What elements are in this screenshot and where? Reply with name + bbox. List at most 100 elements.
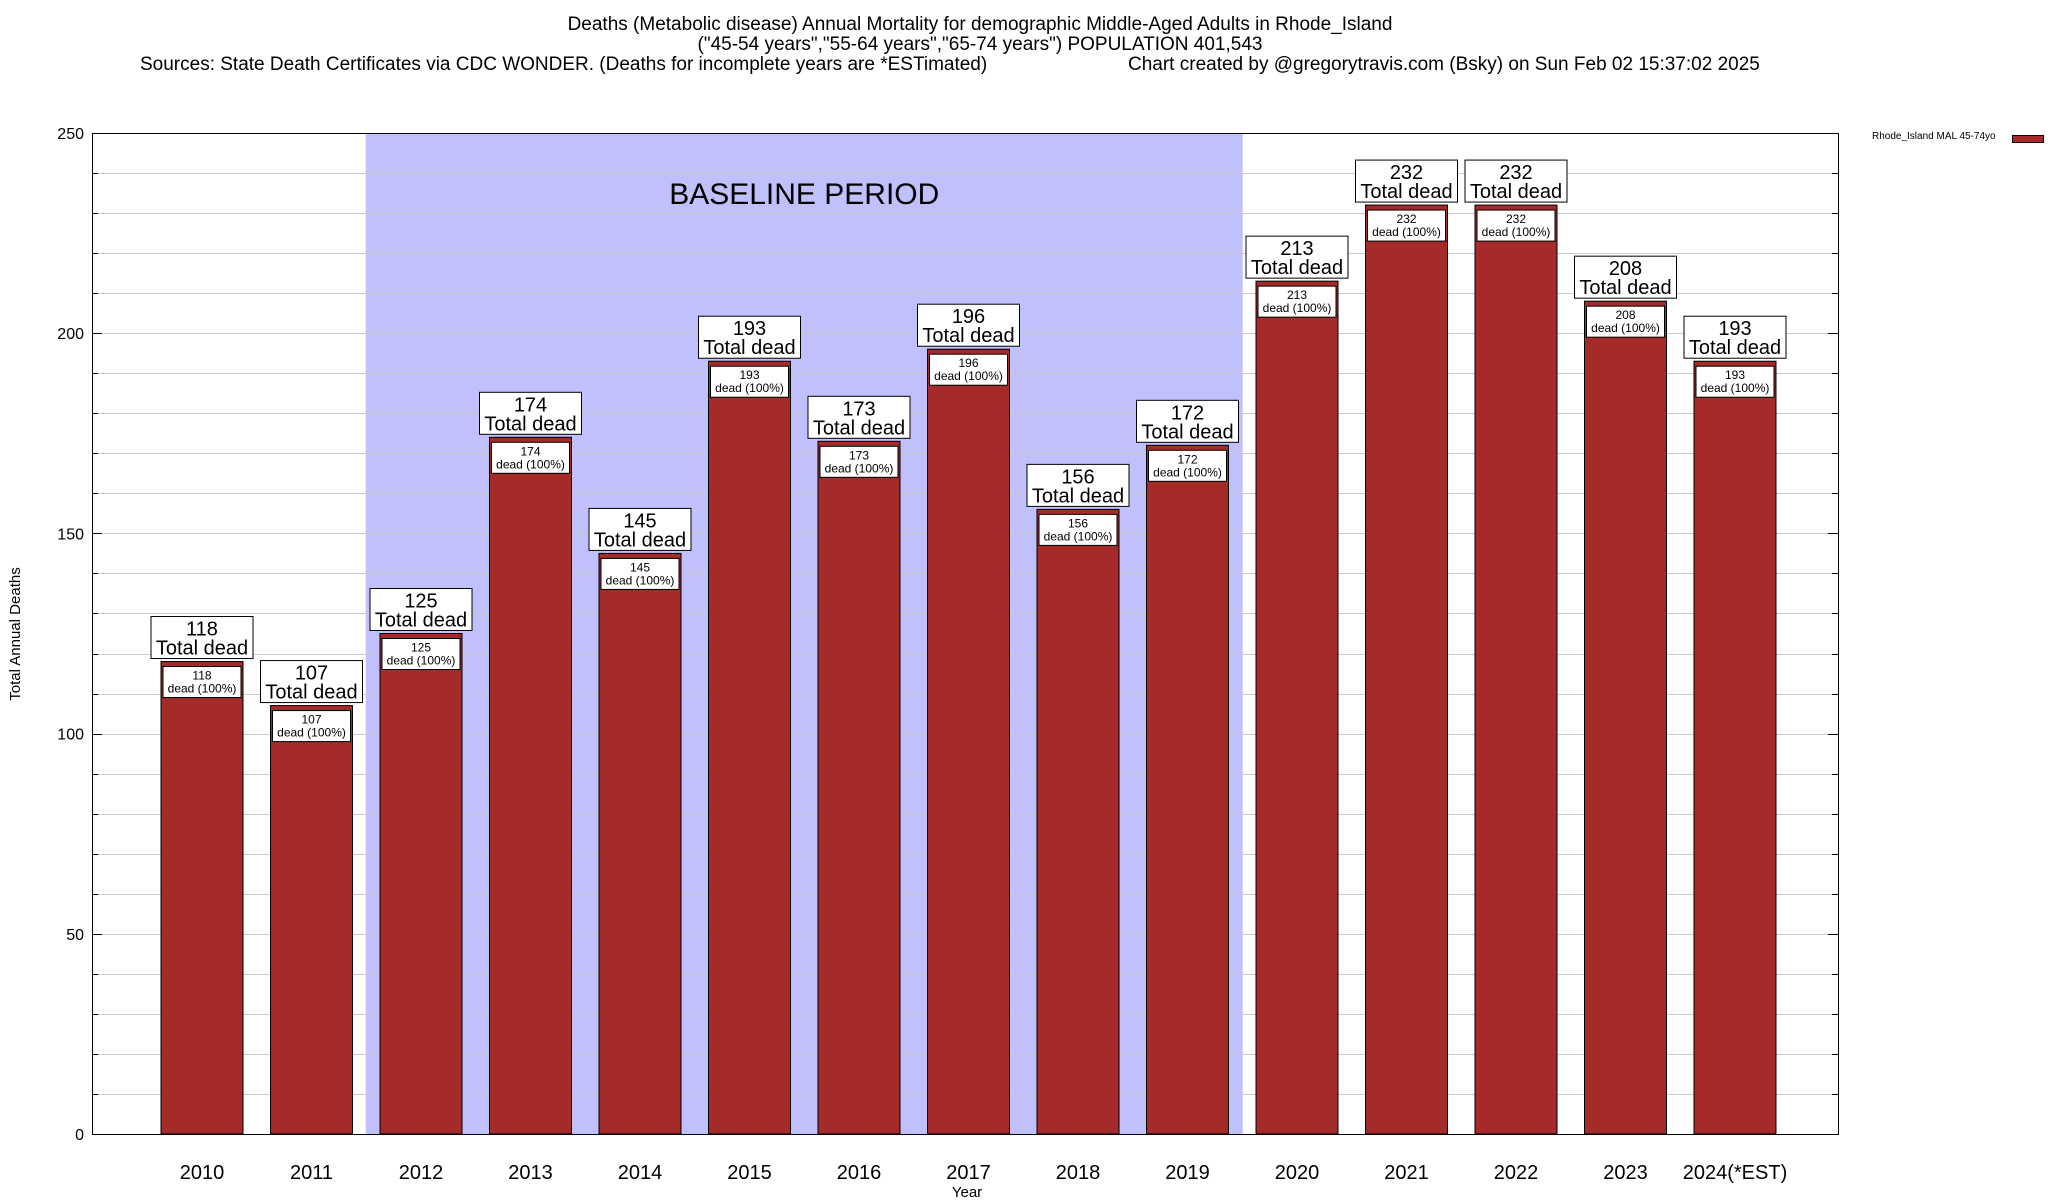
bar	[1474, 204, 1558, 1135]
x-tick-label: 2013	[508, 1162, 553, 1184]
bar-inner-suffix: dead (100%)	[1591, 321, 1660, 335]
bar-inner-value: 208	[1615, 308, 1635, 322]
legend-swatch	[2012, 135, 2044, 143]
bar-inner-value: 193	[1725, 368, 1745, 382]
bar-top-suffix: Total dead	[1470, 181, 1562, 203]
bar-top-label-box	[369, 588, 473, 631]
y-tick-label: 250	[57, 126, 84, 143]
bar-top-label-box	[150, 616, 254, 660]
bar-top-label-box	[1136, 399, 1239, 443]
x-axis-title: Year	[952, 1184, 982, 1200]
x-tick-label: 2020	[1275, 1162, 1320, 1184]
bar-inner-label-box	[1148, 449, 1227, 482]
bar-top-suffix: Total dead	[375, 610, 467, 632]
bar-top-suffix: Total dead	[265, 682, 357, 704]
bar-top-value: 193	[733, 318, 766, 340]
bar	[270, 705, 353, 1135]
bar-inner-value: 232	[1506, 212, 1526, 226]
bar-top-suffix: Total dead	[1141, 421, 1233, 443]
bar-inner-label-box	[162, 666, 242, 699]
chart-title-line1: Deaths (Metabolic disease) Annual Mortal…	[567, 14, 1393, 35]
bar-inner-suffix: dead (100%)	[387, 654, 456, 668]
bar	[927, 348, 1010, 1135]
x-tick-label: 2011	[290, 1162, 333, 1184]
bar-top-value: 173	[842, 398, 875, 420]
x-tick-label: 2010	[180, 1162, 225, 1184]
chart-title-line2: ("45-54 years","55-64 years","65-74 year…	[697, 34, 1263, 55]
bar-inner-value: 173	[849, 448, 869, 462]
bar-inner-label-box	[1038, 513, 1118, 546]
x-tick-label: 2015	[727, 1162, 772, 1184]
y-tick-label: 150	[57, 526, 84, 543]
bar-top-suffix: Total dead	[1579, 277, 1671, 299]
bar	[708, 360, 791, 1135]
bar-inner-value: 145	[630, 560, 650, 574]
bar-top-suffix: Total dead	[1251, 257, 1343, 279]
bar-top-value: 174	[514, 394, 547, 416]
bar-inner-label-box	[710, 365, 789, 398]
y-tick-label: 0	[75, 1127, 84, 1144]
x-tick-label: 2012	[399, 1162, 444, 1184]
bar-inner-suffix: dead (100%)	[168, 682, 237, 696]
bar	[817, 440, 901, 1135]
bar	[1146, 444, 1229, 1135]
bar-top-suffix: Total dead	[156, 638, 248, 660]
bar-inner-value: 213	[1287, 288, 1307, 302]
bar-top-value: 156	[1061, 466, 1094, 488]
bar-inner-suffix: dead (100%)	[934, 369, 1003, 383]
bar-top-value: 118	[186, 619, 218, 641]
bar	[1036, 508, 1120, 1135]
bar-inner-value: 172	[1177, 452, 1197, 466]
bar-inner-label-box	[1367, 209, 1446, 242]
baseline-period-label: BASELINE PERIOD	[669, 178, 939, 211]
bar-top-label-box	[588, 507, 692, 551]
bar-inner-value: 118	[192, 669, 211, 683]
bar	[1365, 204, 1448, 1135]
plot-frame	[92, 133, 1839, 1135]
bar-inner-label-box	[491, 441, 570, 474]
bar-top-suffix: Total dead	[1360, 181, 1452, 203]
bar-inner-suffix: dead (100%)	[496, 457, 565, 471]
bar	[1584, 300, 1667, 1135]
bar-top-value: 213	[1280, 238, 1313, 260]
bar-inner-suffix: dead (100%)	[1482, 225, 1551, 239]
bar-inner-label-box	[819, 445, 899, 478]
y-tick-label: 50	[66, 927, 84, 944]
bar-top-suffix: Total dead	[813, 417, 905, 439]
y-tick-label: 200	[57, 326, 84, 343]
bar-inner-suffix: dead (100%)	[1044, 529, 1113, 543]
bar-top-label-box	[1683, 315, 1787, 359]
bar-top-label-box	[1355, 159, 1458, 203]
bar-top-value: 107	[295, 663, 328, 685]
bar-inner-value: 174	[520, 444, 540, 458]
bar-inner-label-box	[1695, 365, 1775, 398]
bar-inner-label-box	[600, 557, 680, 590]
bar-inner-label-box	[1257, 285, 1337, 318]
bar-inner-value: 193	[739, 368, 759, 382]
bar-top-suffix: Total dead	[703, 337, 795, 359]
bar-inner-suffix: dead (100%)	[715, 381, 784, 395]
bar-inner-value: 156	[1068, 516, 1088, 530]
bar-top-label-box	[807, 395, 911, 439]
bar	[379, 633, 463, 1135]
bar-inner-suffix: dead (100%)	[1372, 225, 1441, 239]
x-tick-label: 2021	[1384, 1162, 1429, 1184]
bar-top-label-box	[479, 391, 582, 435]
bar-top-value: 232	[1390, 162, 1423, 184]
bar-inner-label-box	[381, 638, 461, 670]
bar-inner-suffix: dead (100%)	[606, 573, 675, 587]
x-tick-label: 2018	[1056, 1162, 1101, 1184]
bar-top-suffix: Total dead	[1689, 337, 1781, 359]
bar-top-value: 196	[952, 306, 985, 328]
bar-inner-value: 125	[411, 641, 431, 655]
bar-inner-suffix: dead (100%)	[1701, 381, 1770, 395]
bar-top-suffix: Total dead	[594, 529, 686, 551]
bar-inner-suffix: dead (100%)	[1153, 465, 1222, 479]
bar-top-label-box	[1574, 255, 1677, 299]
y-axis-title: Total Annual Deaths	[7, 567, 24, 700]
bar-top-label-box	[1464, 159, 1568, 203]
chart-sources: Sources: State Death Certificates via CD…	[140, 54, 988, 75]
x-tick-label: 2019	[1165, 1162, 1210, 1184]
bar-top-suffix: Total dead	[1032, 485, 1124, 507]
legend-label: Rhode_Island MAL 45-74yo	[1872, 131, 1996, 142]
